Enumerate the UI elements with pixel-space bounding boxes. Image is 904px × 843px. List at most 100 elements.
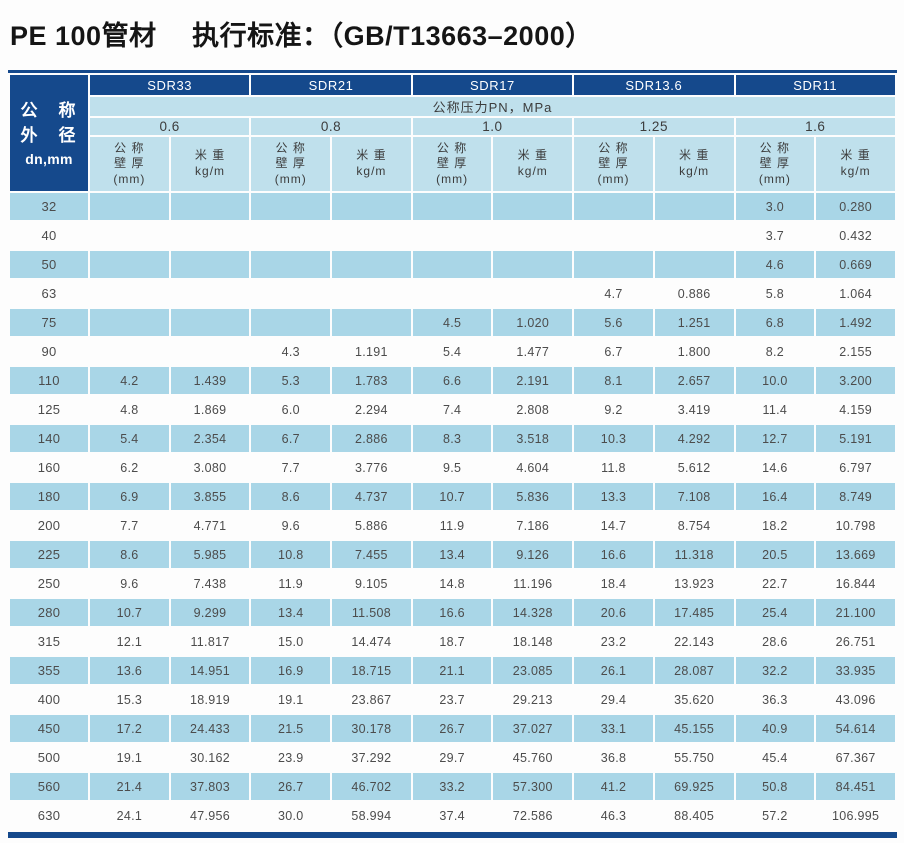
dn-cell: 200 — [37, 518, 61, 533]
value-cell: 3.200 — [816, 367, 895, 394]
value-cell: 3.7 — [765, 228, 784, 243]
value-cell: 21.4 — [90, 773, 169, 800]
value-cell: 0.669 — [816, 251, 895, 278]
value-cell: 17.485 — [654, 599, 734, 626]
weight-header: 米 重 kg/m — [654, 137, 734, 191]
value-cell: 23.7 — [439, 692, 465, 707]
sdr-header: SDR13.6 — [574, 75, 734, 95]
pressure-value-row: 0.6 0.8 1.0 1.25 1.6 — [10, 118, 895, 135]
value-cell: 33.1 — [574, 715, 653, 742]
table-row: 40 3.7 0.432 — [10, 222, 895, 249]
value-cell: 8.2 — [765, 344, 784, 359]
value-cell: 46.3 — [600, 808, 627, 823]
value-cell: 6.9 — [90, 483, 169, 510]
value-cell: 13.923 — [674, 576, 715, 591]
table-row: 225 8.6 5.985 10.8 7.455 13.4 9.126 16.6 11.318 2… — [10, 541, 895, 568]
dn-cell: 125 — [37, 402, 61, 417]
dn-cell: 560 — [10, 773, 88, 800]
thickness-header: 公 称壁 厚 (mm) — [412, 137, 492, 191]
value-cell: 58.994 — [351, 808, 392, 823]
dn-cell: 250 — [37, 576, 61, 591]
value-cell: 6.8 — [735, 309, 815, 336]
value-cell — [332, 222, 411, 249]
value-cell — [171, 280, 250, 307]
table-row: 355 13.6 14.951 16.9 18.715 21.1 23.085 26.1 28.… — [10, 657, 895, 684]
value-cell: 12.7 — [735, 425, 815, 452]
table-row: 560 21.4 37.803 26.7 46.702 33.2 57.300 41.2 69.… — [10, 773, 895, 800]
value-cell: 1.869 — [193, 402, 227, 417]
value-cell: 47.956 — [190, 808, 231, 823]
table-row: 75 4.5 1.020 5.6 1.251 6.8 1.492 — [10, 309, 895, 336]
dn-cell: 75 — [10, 309, 88, 336]
value-cell: 1.020 — [493, 309, 573, 336]
value-cell: 1.191 — [355, 344, 388, 359]
value-cell: 4.737 — [332, 483, 411, 510]
value-cell — [251, 251, 331, 278]
value-cell: 4.771 — [193, 518, 227, 533]
value-cell: 10.0 — [735, 367, 815, 394]
dn-cell: 110 — [10, 367, 88, 394]
value-cell: 18.919 — [190, 692, 231, 707]
value-cell: 7.186 — [516, 518, 550, 533]
value-cell — [90, 193, 169, 220]
value-cell: 37.292 — [351, 750, 392, 765]
value-cell: 36.8 — [600, 750, 627, 765]
table-row: 50 4.6 0.669 — [10, 251, 895, 278]
value-cell: 8.3 — [412, 425, 492, 452]
value-cell: 1.439 — [170, 367, 250, 394]
value-cell: 84.451 — [816, 773, 895, 800]
value-cell: 9.126 — [493, 541, 573, 568]
value-cell: 21.100 — [816, 599, 895, 626]
value-cell: 5.8 — [765, 286, 784, 301]
value-cell: 45.4 — [762, 750, 788, 765]
value-cell: 2.808 — [516, 402, 550, 417]
value-cell: 43.096 — [835, 692, 876, 707]
value-cell — [170, 193, 250, 220]
page-title: PE 100管材 执行标准：（GB/T13663–2000） — [10, 21, 593, 51]
value-cell: 29.7 — [439, 750, 465, 765]
value-cell — [655, 222, 734, 249]
value-cell: 9.5 — [442, 460, 462, 475]
value-cell — [574, 222, 653, 249]
value-cell: 9.2 — [604, 402, 623, 417]
value-cell: 4.159 — [839, 402, 872, 417]
value-cell: 0.886 — [677, 286, 711, 301]
dn-cell: 280 — [10, 599, 88, 626]
value-cell: 20.5 — [735, 541, 815, 568]
value-cell: 1.064 — [839, 286, 872, 301]
corner-line-3: dn,mm — [25, 151, 73, 168]
value-cell: 23.085 — [493, 657, 573, 684]
value-cell: 13.669 — [816, 541, 895, 568]
table-row: 160 6.2 3.080 7.7 3.776 9.5 4.604 11.8 5.612 14.6… — [10, 454, 895, 481]
table-row: 140 5.4 2.354 6.7 2.886 8.3 3.518 10.3 4.292 12.7… — [10, 425, 895, 452]
table-row: 250 9.6 7.438 11.9 9.105 14.8 11.196 18.4 13.923… — [10, 570, 895, 597]
value-cell: 28.087 — [654, 657, 734, 684]
value-cell: 16.9 — [251, 657, 331, 684]
value-cell: 1.492 — [816, 309, 895, 336]
value-cell: 11.817 — [190, 634, 230, 649]
value-cell: 26.751 — [835, 634, 876, 649]
value-cell: 7.4 — [442, 402, 462, 417]
value-cell: 11.9 — [278, 576, 304, 591]
value-cell — [251, 280, 330, 307]
value-cell: 4.6 — [735, 251, 815, 278]
value-cell: 12.1 — [116, 634, 143, 649]
table-row: 280 10.7 9.299 13.4 11.508 16.6 14.328 20.6 17.4… — [10, 599, 895, 626]
value-cell: 45.760 — [512, 750, 553, 765]
value-cell: 3.855 — [170, 483, 250, 510]
value-cell: 28.6 — [762, 634, 788, 649]
dn-cell: 315 — [37, 634, 61, 649]
value-cell: 8.6 — [251, 483, 331, 510]
value-cell: 6.7 — [251, 425, 331, 452]
pressure-value-cell: 1.25 — [574, 118, 734, 135]
sdr-header: SDR21 — [251, 75, 411, 95]
sdr-header: SDR11 — [735, 75, 895, 95]
value-cell: 4.7 — [604, 286, 623, 301]
value-cell: 2.294 — [355, 402, 388, 417]
value-cell: 13.4 — [251, 599, 331, 626]
table-row: 630 24.1 47.956 30.0 58.994 37.4 72.586 46.3 88.… — [10, 802, 895, 829]
value-cell: 30.0 — [277, 808, 304, 823]
pressure-value-cell: 1.0 — [412, 118, 573, 135]
value-cell: 16.6 — [574, 541, 653, 568]
value-cell: 5.4 — [90, 425, 169, 452]
